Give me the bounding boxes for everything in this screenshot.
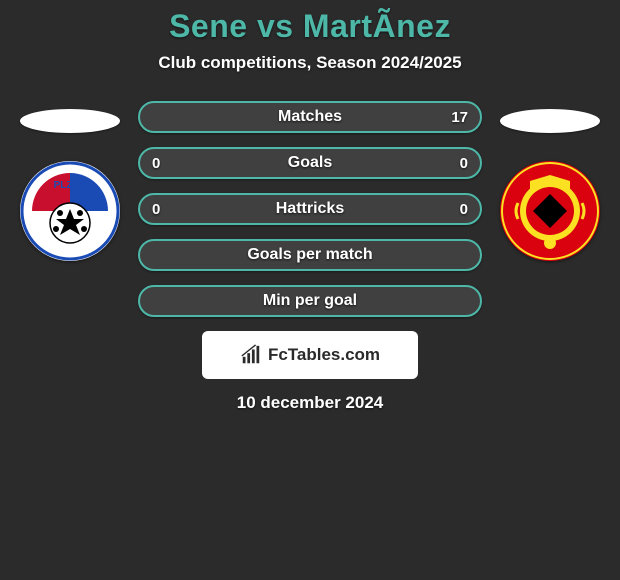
- left-team-crest: PLZEŇ: [20, 161, 120, 261]
- stat-bar-mpg: Min per goal: [138, 285, 482, 317]
- stat-label: Goals: [288, 154, 332, 172]
- comparison-body: PLZEŇ Matches 17 0 Goals 0: [0, 101, 620, 317]
- stat-value-right: 0: [460, 201, 468, 218]
- date-label: 10 december 2024: [237, 393, 384, 413]
- stat-bars: Matches 17 0 Goals 0 0 Hattricks 0 Goals…: [130, 101, 490, 317]
- stat-label: Min per goal: [263, 292, 357, 310]
- stat-bar-gpm: Goals per match: [138, 239, 482, 271]
- stat-value-right: 17: [451, 109, 468, 126]
- stat-label: Goals per match: [247, 246, 372, 264]
- subtitle: Club competitions, Season 2024/2025: [158, 53, 461, 73]
- stat-value-left: 0: [152, 201, 160, 218]
- right-player-column: [490, 101, 610, 261]
- stat-label: Hattricks: [276, 200, 344, 218]
- stat-bar-hattricks: 0 Hattricks 0: [138, 193, 482, 225]
- stat-value-right: 0: [460, 155, 468, 172]
- comparison-card: Sene vs MartÃnez Club competitions, Seas…: [0, 0, 620, 413]
- stat-bar-matches: Matches 17: [138, 101, 482, 133]
- player-head-icon: [500, 109, 600, 133]
- svg-text:PLZEŇ: PLZEŇ: [54, 178, 87, 191]
- player-head-icon: [20, 109, 120, 133]
- stat-value-left: 0: [152, 155, 160, 172]
- bar-chart-icon: [240, 344, 262, 366]
- brand-text: FcTables.com: [268, 345, 380, 365]
- stat-bar-goals: 0 Goals 0: [138, 147, 482, 179]
- stat-label: Matches: [278, 108, 342, 126]
- page-title: Sene vs MartÃnez: [169, 8, 451, 45]
- brand-badge[interactable]: FcTables.com: [202, 331, 418, 379]
- right-team-crest: [500, 161, 600, 261]
- left-player-column: PLZEŇ: [10, 101, 130, 261]
